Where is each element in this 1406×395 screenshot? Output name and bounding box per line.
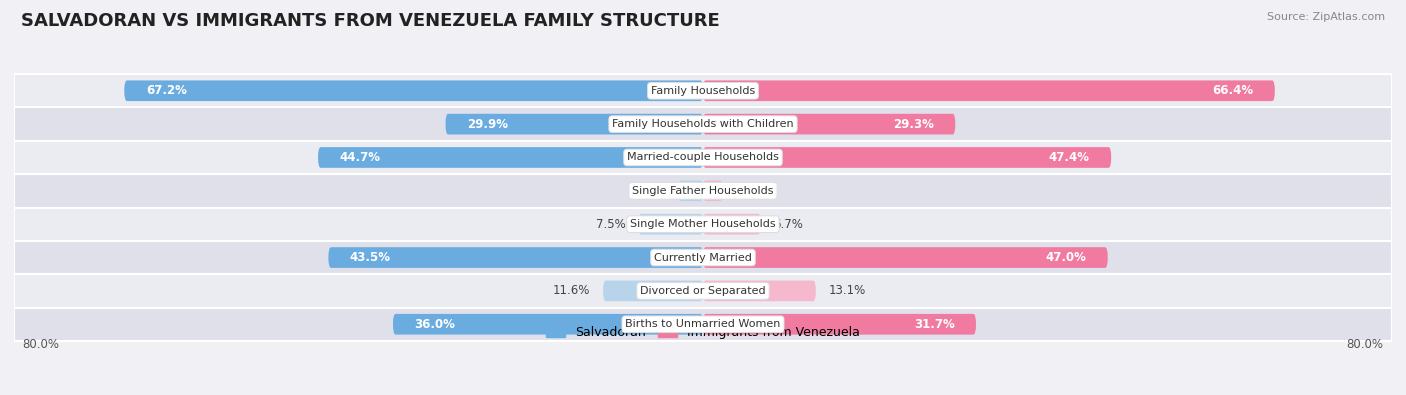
- FancyBboxPatch shape: [703, 214, 761, 235]
- Text: 2.3%: 2.3%: [735, 184, 765, 198]
- Text: 29.9%: 29.9%: [467, 118, 508, 131]
- Text: 7.5%: 7.5%: [596, 218, 626, 231]
- Text: 31.7%: 31.7%: [914, 318, 955, 331]
- Text: Married-couple Households: Married-couple Households: [627, 152, 779, 162]
- Text: 11.6%: 11.6%: [553, 284, 591, 297]
- Text: 47.0%: 47.0%: [1045, 251, 1087, 264]
- Text: 80.0%: 80.0%: [1347, 339, 1384, 352]
- Text: Family Households: Family Households: [651, 86, 755, 96]
- FancyBboxPatch shape: [446, 114, 703, 134]
- FancyBboxPatch shape: [638, 214, 703, 235]
- FancyBboxPatch shape: [14, 74, 1392, 107]
- FancyBboxPatch shape: [14, 241, 1392, 274]
- Text: Family Households with Children: Family Households with Children: [612, 119, 794, 129]
- FancyBboxPatch shape: [14, 107, 1392, 141]
- FancyBboxPatch shape: [318, 147, 703, 168]
- FancyBboxPatch shape: [703, 81, 1275, 101]
- FancyBboxPatch shape: [703, 314, 976, 335]
- Text: SALVADORAN VS IMMIGRANTS FROM VENEZUELA FAMILY STRUCTURE: SALVADORAN VS IMMIGRANTS FROM VENEZUELA …: [21, 12, 720, 30]
- FancyBboxPatch shape: [703, 280, 815, 301]
- FancyBboxPatch shape: [14, 207, 1392, 241]
- Text: 6.7%: 6.7%: [773, 218, 803, 231]
- FancyBboxPatch shape: [14, 274, 1392, 308]
- Text: 44.7%: 44.7%: [340, 151, 381, 164]
- FancyBboxPatch shape: [678, 181, 703, 201]
- Text: 36.0%: 36.0%: [415, 318, 456, 331]
- Text: 2.9%: 2.9%: [636, 184, 665, 198]
- Text: Single Father Households: Single Father Households: [633, 186, 773, 196]
- FancyBboxPatch shape: [14, 308, 1392, 341]
- Text: 66.4%: 66.4%: [1212, 84, 1253, 97]
- Text: Currently Married: Currently Married: [654, 252, 752, 263]
- Text: 43.5%: 43.5%: [350, 251, 391, 264]
- Text: Births to Unmarried Women: Births to Unmarried Women: [626, 319, 780, 329]
- FancyBboxPatch shape: [14, 174, 1392, 207]
- Text: Source: ZipAtlas.com: Source: ZipAtlas.com: [1267, 12, 1385, 22]
- FancyBboxPatch shape: [703, 114, 955, 134]
- FancyBboxPatch shape: [703, 247, 1108, 268]
- FancyBboxPatch shape: [124, 81, 703, 101]
- FancyBboxPatch shape: [394, 314, 703, 335]
- FancyBboxPatch shape: [703, 147, 1111, 168]
- Legend: Salvadoran, Immigrants from Venezuela: Salvadoran, Immigrants from Venezuela: [541, 322, 865, 344]
- Text: Divorced or Separated: Divorced or Separated: [640, 286, 766, 296]
- Text: 80.0%: 80.0%: [22, 339, 59, 352]
- FancyBboxPatch shape: [703, 181, 723, 201]
- FancyBboxPatch shape: [329, 247, 703, 268]
- Text: 13.1%: 13.1%: [828, 284, 866, 297]
- Text: 29.3%: 29.3%: [893, 118, 934, 131]
- Text: 67.2%: 67.2%: [146, 84, 187, 97]
- Text: 47.4%: 47.4%: [1049, 151, 1090, 164]
- FancyBboxPatch shape: [603, 280, 703, 301]
- Text: Single Mother Households: Single Mother Households: [630, 219, 776, 229]
- FancyBboxPatch shape: [14, 141, 1392, 174]
